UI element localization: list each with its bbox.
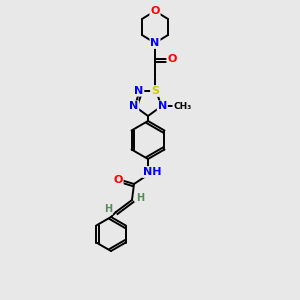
Text: N: N xyxy=(150,38,160,48)
Text: CH₃: CH₃ xyxy=(173,102,191,111)
Text: H: H xyxy=(104,204,112,214)
Text: O: O xyxy=(150,6,160,16)
Text: N: N xyxy=(129,101,138,111)
Text: N: N xyxy=(134,86,143,96)
Text: NH: NH xyxy=(143,167,161,177)
Text: S: S xyxy=(151,86,159,96)
Text: O: O xyxy=(113,175,123,185)
Text: O: O xyxy=(167,54,177,64)
Text: H: H xyxy=(136,193,144,203)
Text: N: N xyxy=(158,101,167,111)
